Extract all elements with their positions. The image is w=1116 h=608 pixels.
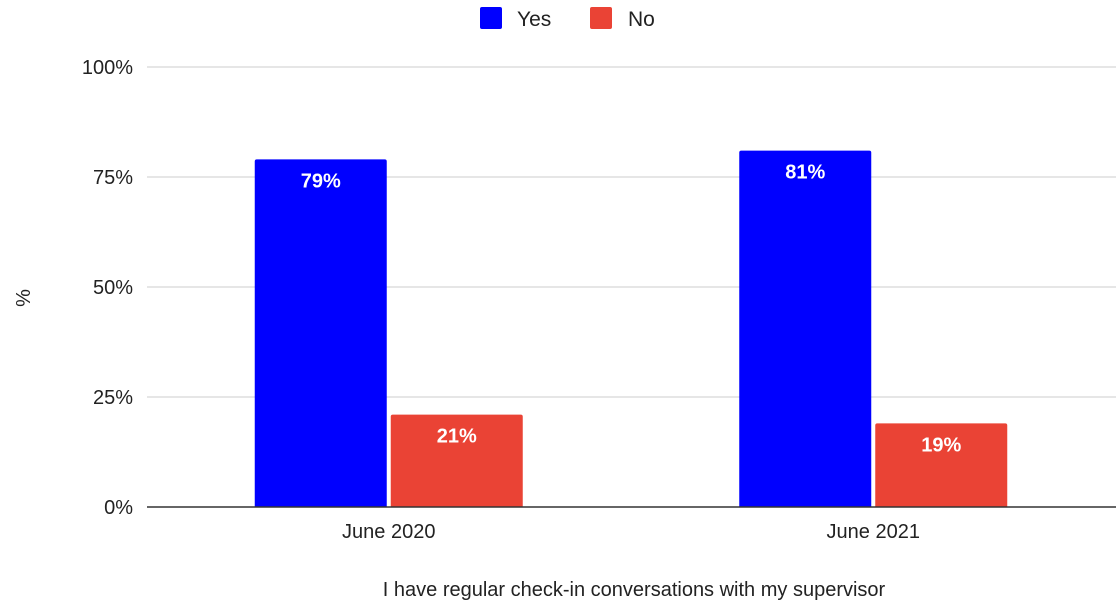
bar-yes-0 [254,159,387,507]
x-category-label: June 2020 [342,521,435,543]
bar-no-0 [390,414,523,507]
data-label: 19% [921,434,961,456]
legend-swatch-no [590,7,612,29]
y-tick-label: 25% [93,387,133,409]
legend-label-no: No [628,8,655,31]
data-label: 21% [437,426,477,448]
x-axis-categories: June 2020 June 2021 [342,521,920,543]
y-tick-label: 50% [93,277,133,299]
y-tick-label: 0% [104,497,133,519]
data-labels: 79% 21% 81% 19% [301,162,962,457]
bars [254,150,1008,507]
y-tick-label: 75% [93,167,133,189]
data-label: 81% [785,162,825,184]
x-category-label: June 2021 [827,521,920,543]
y-axis-ticks: 0% 25% 50% 75% 100% [82,57,133,519]
legend-label-yes: Yes [517,8,551,31]
data-label: 79% [301,170,341,192]
bar-no-1 [875,423,1008,507]
y-tick-label: 100% [82,57,133,79]
legend: Yes No [480,7,655,31]
bar-yes-1 [739,150,872,507]
legend-swatch-yes [480,7,502,29]
y-axis-title: % [13,289,35,307]
x-axis-title: I have regular check-in conversations wi… [383,579,886,601]
